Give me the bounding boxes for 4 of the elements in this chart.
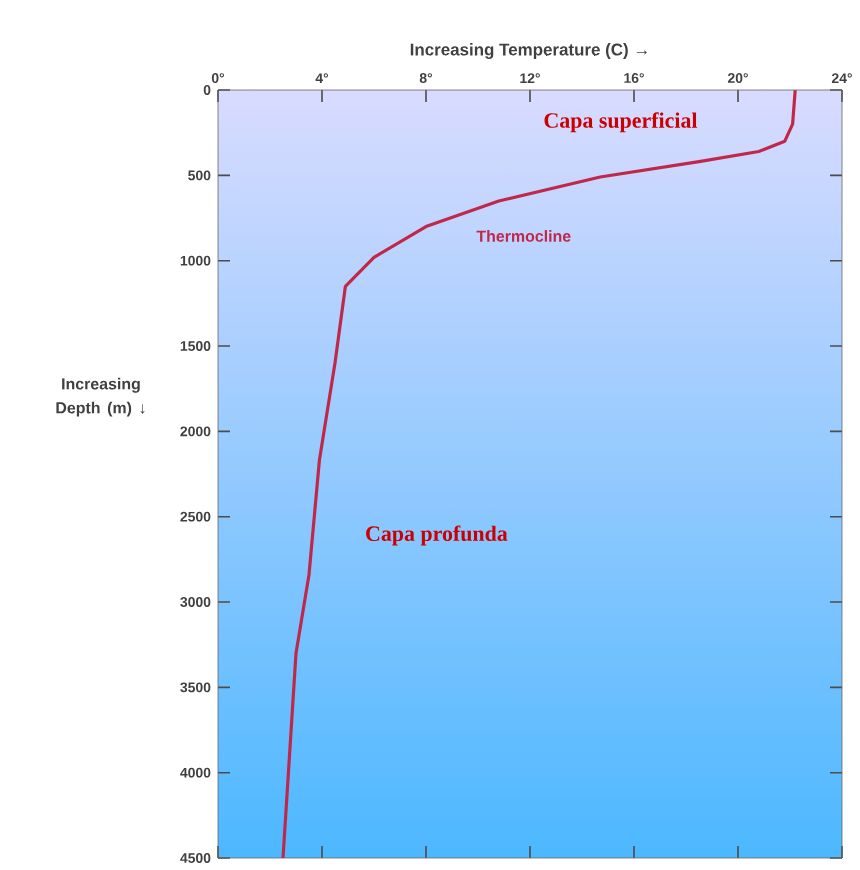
line-series <box>281 88 797 860</box>
annotation: Capa profunda <box>366 525 508 546</box>
annotation: Capa superficial <box>544 112 698 133</box>
x-axis-title: Increasing Temperature (C) → <box>410 43 647 59</box>
